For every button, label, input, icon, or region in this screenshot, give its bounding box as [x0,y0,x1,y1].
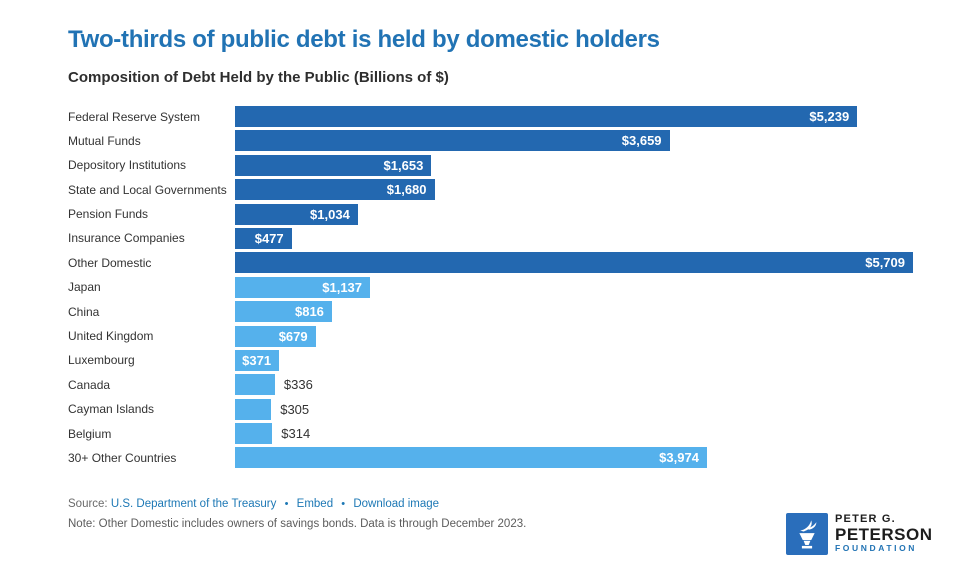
chart-row-belgium: Belgium $314 [68,423,913,445]
bar-track-mutual-funds: $3,659 [235,130,913,152]
logo-line-foundation: FOUNDATION [835,543,918,554]
category-label-china: China [68,304,100,319]
value-label-state-and-local-governments: $1,680 [386,182,427,198]
bar-track-cayman-islands: $305 [235,398,913,420]
category-label-federal-reserve-system: Federal Reserve System [68,109,201,124]
bar-canada[interactable] [235,374,275,396]
bar-china[interactable]: $816 [235,301,332,323]
category-label-japan: Japan [68,280,101,295]
category-label-state-and-local-governments: State and Local Governments [68,182,227,197]
chart-subtitle: Composition of Debt Held by the Public (… [68,69,449,86]
peterson-foundation-logo: PETER G. PETERSON FOUNDATION [786,513,933,556]
value-label-china: $816 [294,304,324,320]
value-label-other-domestic: $5,709 [865,255,905,271]
chart-row-depository-institutions: Depository Institutions $1,653 [68,154,913,176]
bar-luxembourg[interactable]: $371 [235,349,280,371]
chart-row-30-other-countries: 30+ Other Countries $3,974 [68,447,913,469]
category-label-canada: Canada [68,377,111,392]
bar-federal-reserve-system[interactable]: $5,239 [235,106,858,127]
chart-footer: Source: U.S. Department of the Treasury … [68,498,915,530]
bar-track-state-and-local-governments: $1,680 [235,179,913,201]
bar-track-belgium: $314 [235,423,913,445]
category-label-30-other-countries: 30+ Other Countries [68,450,177,465]
bar-japan[interactable]: $1,137 [235,276,371,298]
logo-line-peter-g: PETER G. [835,513,896,525]
chart-row-canada: Canada $336 [68,374,913,396]
value-label-belgium: $314 [281,426,311,442]
chart-row-china: China $816 [68,301,913,323]
value-label-canada: $336 [283,377,313,393]
bar-track-japan: $1,137 [235,276,913,298]
bar-insurance-companies[interactable]: $477 [235,227,292,249]
download-image-link[interactable]: Download image [353,498,440,511]
bar-track-united-kingdom: $679 [235,325,913,347]
chart-row-other-domestic: Other Domestic $5,709 [68,252,913,274]
bar-track-insurance-companies: $477 [235,227,913,249]
chart-card: Two-thirds of public debt is held by dom… [0,26,975,582]
value-label-cayman-islands: $305 [280,401,310,417]
chart-row-federal-reserve-system: Federal Reserve System $5,239 [68,106,913,127]
bar-cayman-islands[interactable] [235,398,272,420]
value-label-united-kingdom: $679 [278,328,308,344]
chart-row-insurance-companies: Insurance Companies $477 [68,227,913,249]
bar-track-pension-funds: $1,034 [235,203,913,225]
source-line: Source: U.S. Department of the Treasury … [68,498,915,510]
bar-track-canada: $336 [235,374,913,396]
logo-line-peterson: PETERSON [835,524,933,544]
value-label-insurance-companies: $477 [254,230,284,246]
bar-other-domestic[interactable]: $5,709 [235,252,913,274]
bar-track-other-domestic: $5,709 [235,252,913,274]
bar-track-china: $816 [235,301,913,323]
category-label-luxembourg: Luxembourg [68,353,135,368]
bullet-separator: • [341,498,346,511]
chart-row-japan: Japan $1,137 [68,276,913,298]
source-link[interactable]: U.S. Department of the Treasury [110,498,277,511]
note-text: Note: Other Domestic includes owners of … [68,518,527,531]
bar-pension-funds[interactable]: $1,034 [235,203,358,225]
category-label-united-kingdom: United Kingdom [68,329,154,344]
bar-state-and-local-governments[interactable]: $1,680 [235,179,435,201]
value-label-pension-funds: $1,034 [310,206,350,222]
bullet-separator: • [284,498,289,511]
category-label-pension-funds: Pension Funds [68,207,149,222]
category-label-depository-institutions: Depository Institutions [68,158,187,173]
bar-mutual-funds[interactable]: $3,659 [235,130,670,152]
category-label-other-domestic: Other Domestic [68,255,152,270]
bar-track-depository-institutions: $1,653 [235,154,913,176]
bar-track-federal-reserve-system: $5,239 [235,106,913,127]
chart-row-pension-funds: Pension Funds $1,034 [68,203,913,225]
value-label-japan: $1,137 [322,279,363,295]
bar-belgium[interactable] [235,423,273,445]
value-label-depository-institutions: $1,653 [383,157,424,173]
chart-row-luxembourg: Luxembourg $371 [68,349,913,371]
category-label-belgium: Belgium [68,426,112,441]
bar-track-luxembourg: $371 [235,349,913,371]
category-label-mutual-funds: Mutual Funds [68,133,141,148]
category-label-insurance-companies: Insurance Companies [68,231,185,246]
bar-chart: Federal Reserve System $5,239 Mutual Funds… [68,106,913,469]
value-label-federal-reserve-system: $5,239 [809,109,850,124]
logo-text: PETER G. PETERSON FOUNDATION [835,513,933,555]
chart-title: Two-thirds of public debt is held by dom… [68,26,660,53]
bar-united-kingdom[interactable]: $679 [235,325,316,347]
bar-depository-institutions[interactable]: $1,653 [235,154,432,176]
chart-row-mutual-funds: Mutual Funds $3,659 [68,130,913,152]
value-label-luxembourg: $371 [242,352,272,368]
value-label-30-other-countries: $3,974 [659,450,699,466]
chart-row-state-and-local-governments: State and Local Governments $1,680 [68,179,913,201]
source-prefix: Source: [68,498,108,511]
torch-icon [786,513,828,556]
bar-30-other-countries[interactable]: $3,974 [235,447,707,469]
chart-row-cayman-islands: Cayman Islands $305 [68,398,913,420]
category-label-cayman-islands: Cayman Islands [68,402,155,417]
value-label-mutual-funds: $3,659 [621,133,662,149]
chart-row-united-kingdom: United Kingdom $679 [68,325,913,347]
bar-track-30-other-countries: $3,974 [235,447,913,469]
embed-link[interactable]: Embed [296,498,334,511]
